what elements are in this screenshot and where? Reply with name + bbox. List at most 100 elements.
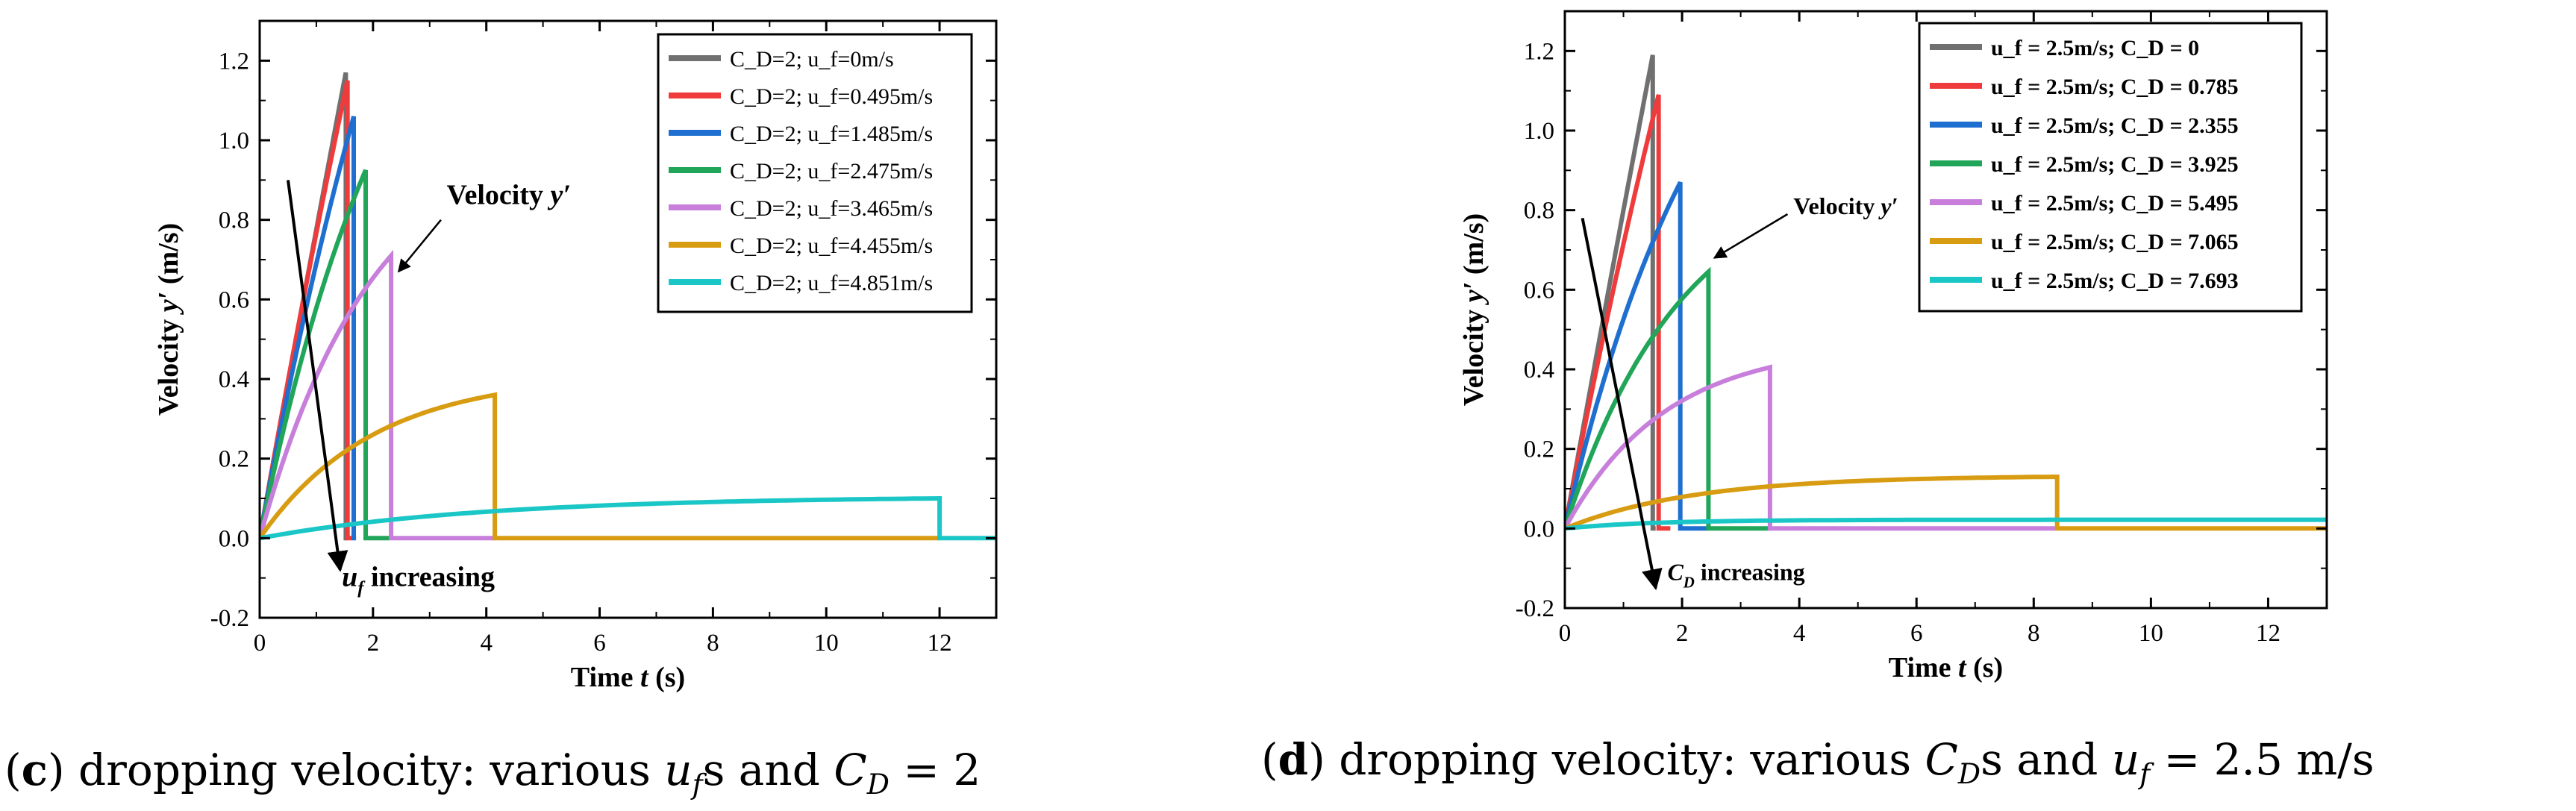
series-line-5	[260, 249, 495, 541]
annotation-1: Velocity y′	[447, 179, 572, 210]
legend-label-6: C_D=2; u_f=4.455m/s	[730, 234, 933, 258]
caption-after1: s and	[703, 745, 834, 795]
x-axis-title-main: Time	[1889, 652, 1951, 683]
x-tick-label: 10	[814, 630, 839, 657]
legend-label-5: u_f = 2.5m/s; C_D = 5.495	[1991, 191, 2239, 216]
legend-label-2: C_D=2; u_f=0.495m/s	[730, 84, 933, 109]
annotation-2: CD increasing	[1667, 559, 1804, 592]
y-tick-label: 0.0	[1524, 516, 1554, 542]
panel-c: 0 2 4 6 8 10 12 -0.2 0.0 0.2 0.4 0.6 0.8 1.0 1.2 Time t…	[4, 19, 998, 801]
caption-math1: u	[664, 745, 692, 795]
legend-label-3: C_D=2; u_f=1.485m/s	[730, 122, 933, 146]
caption-text: dropping velocity: various	[65, 745, 665, 795]
series-group	[260, 72, 996, 541]
legend-label-4: u_f = 2.5m/s; C_D = 3.925	[1991, 152, 2239, 177]
caption-after2: = 2	[890, 745, 981, 795]
y-tick-label: -0.2	[210, 605, 249, 632]
y-axis-title-main: Velocity	[153, 319, 184, 416]
x-axis-title-main: Time	[571, 662, 634, 693]
y-axis-title-unit: (m/s)	[153, 223, 184, 284]
x-tick-label: 8	[2028, 620, 2040, 647]
legend-label-4: C_D=2; u_f=2.475m/s	[730, 159, 933, 184]
series-line-3	[1565, 181, 1709, 531]
series-line-6	[1565, 474, 2327, 531]
x-axis-title-var: t	[1958, 652, 1967, 683]
annotation-main: Velocity	[447, 179, 551, 210]
y-tick-label: 0.2	[1524, 436, 1554, 463]
legend-label-1: C_D=2; u_f=0m/s	[730, 47, 894, 72]
y-tick-label: -0.2	[1516, 595, 1554, 622]
x-axis-title-unit: (s)	[655, 662, 685, 693]
plot-frame	[258, 19, 998, 619]
x-tick-label: 6	[593, 630, 606, 657]
x-tick-label: 12	[2256, 620, 2280, 647]
series-group	[1565, 54, 2327, 531]
x-tick-label: 0	[1559, 620, 1572, 647]
annotation-main: Velocity	[1793, 192, 1881, 219]
caption-text: dropping velocity: various	[1325, 734, 1925, 785]
legend-label-2: u_f = 2.5m/s; C_D = 0.785	[1991, 75, 2239, 99]
y-tick-label: 1.2	[1524, 38, 1554, 65]
y-axis-title: Velocity y′ (m/s)	[1458, 213, 1489, 406]
legend: C_D=2; u_f=0m/s C_D=2; u_f=0.495m/s C_D=2;…	[657, 33, 973, 313]
y-tick-label: 0.0	[219, 525, 249, 552]
x-axis-title: Time t (s)	[571, 662, 685, 693]
series-line-4	[260, 169, 390, 541]
x-tick-label: 6	[1910, 620, 1923, 647]
x-axis-title-unit: (s)	[1973, 652, 2003, 683]
y-tick-label: 0.2	[219, 446, 249, 473]
annotation-after: increasing	[1695, 559, 1805, 586]
x-tick-label: 4	[480, 630, 493, 657]
y-tick-label: 0.4	[219, 366, 249, 393]
y-tick-label: 0.4	[1524, 357, 1554, 383]
y-axis-title-unit: (m/s)	[1458, 213, 1489, 275]
legend-label-7: u_f = 2.5m/s; C_D = 7.693	[1991, 269, 2239, 293]
caption-math2: C	[834, 745, 866, 795]
caption-math1-sub: D	[1957, 757, 1981, 790]
legend-label-5: C_D=2; u_f=3.465m/s	[730, 196, 933, 221]
y-tick-label: 0.6	[219, 286, 249, 313]
y-axis-title: Velocity y′ (m/s)	[153, 223, 184, 416]
y-axis-title-var: y′	[153, 292, 184, 316]
x-axis-title: Time t (s)	[1889, 652, 2003, 683]
plot-frame	[1563, 10, 2328, 610]
annotation-after: increasing	[363, 561, 495, 592]
annotation-sub: D	[1683, 574, 1695, 592]
legend-label-3: u_f = 2.5m/s; C_D = 2.355	[1991, 113, 2239, 138]
y-tick-label: 0.6	[1524, 277, 1554, 304]
annotation-1: Velocity y′	[1793, 192, 1898, 219]
trend-arrow	[286, 180, 348, 572]
annotation-var: y′	[548, 179, 572, 210]
legend: u_f = 2.5m/s; C_D = 0 u_f = 2.5m/s; C_D =…	[1918, 22, 2303, 313]
caption-after2: = 2.5 m/s	[2150, 734, 2374, 785]
legend-label-6: u_f = 2.5m/s; C_D = 7.065	[1991, 230, 2239, 254]
series-line-5	[1565, 364, 2057, 531]
panel-d: 0 2 4 6 8 10 12 -0.2 0.0 0.2 0.4 0.6 0.8 1.0 1.2 Time t…	[1261, 10, 2375, 790]
annotation-var: C	[1667, 559, 1684, 586]
series-line-6	[260, 392, 940, 541]
annotation-sub: f	[357, 577, 366, 598]
caption: (c) dropping velocity: various ufs and C…	[4, 745, 981, 801]
caption-label: c	[22, 745, 48, 795]
series-line-4	[1565, 266, 1770, 531]
series-line-7	[1565, 517, 2327, 531]
x-axis-title-var: t	[640, 662, 649, 693]
series-line-2	[1565, 94, 1671, 531]
caption: (d) dropping velocity: various CDs and u…	[1261, 734, 2375, 790]
y-tick-label: 0.8	[1524, 198, 1554, 225]
annotation-var: u	[342, 561, 357, 592]
y-tick-label: 1.2	[219, 48, 249, 75]
x-tick-label: 8	[707, 630, 719, 657]
x-tick-label: 2	[1676, 620, 1689, 647]
annotation-2: uf increasing	[342, 561, 495, 598]
y-tick-label: 1.0	[219, 128, 249, 154]
legend-label-1: u_f = 2.5m/s; C_D = 0	[1991, 36, 2199, 60]
legend-label-7: C_D=2; u_f=4.851m/s	[730, 271, 933, 295]
x-tick-label: 12	[928, 630, 952, 657]
caption-math2-sub: D	[866, 768, 890, 801]
caption-label: d	[1278, 734, 1309, 785]
x-tick-label: 2	[367, 630, 380, 657]
caption-math2: u	[2112, 734, 2139, 785]
